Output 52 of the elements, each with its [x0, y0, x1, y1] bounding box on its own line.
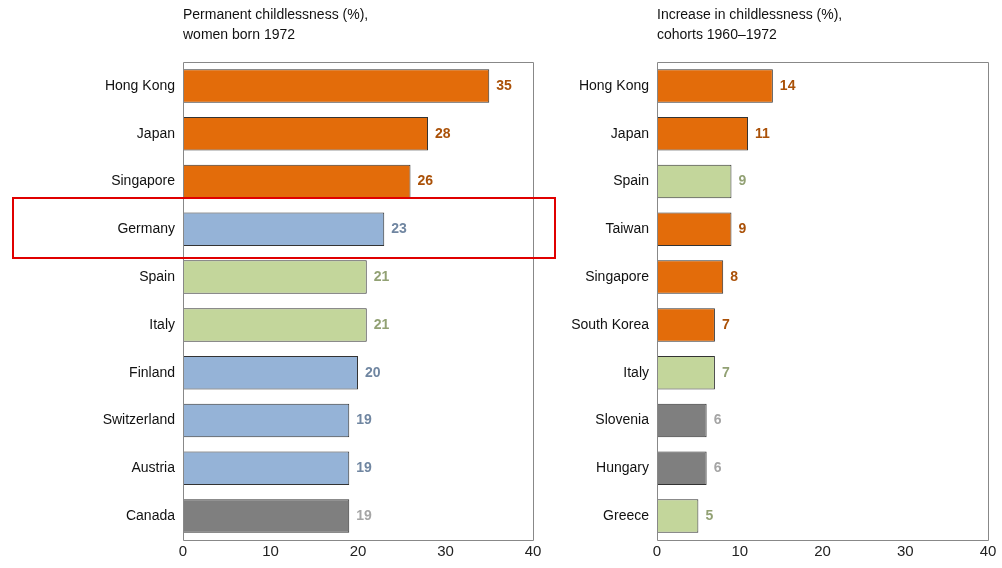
data-label: 21	[373, 315, 390, 332]
x-tick-label: 40	[524, 542, 542, 560]
data-label: 26	[417, 172, 434, 189]
y-tick-label: Switzerland	[102, 411, 175, 428]
data-label: 9	[738, 172, 747, 189]
y-tick-label: Italy	[623, 363, 649, 380]
data-label: 28	[435, 124, 451, 141]
x-tick-label: 30	[437, 542, 454, 560]
data-label: 21	[373, 267, 390, 284]
y-tick-label: Finland	[129, 363, 175, 380]
chart-title: Permanent childlessness (%), women born 1972	[183, 5, 370, 44]
data-label: 6	[713, 411, 722, 428]
x-tick-label: 10	[731, 542, 749, 560]
x-tick-label: 10	[262, 542, 279, 560]
y-tick-label: Spain	[613, 172, 649, 189]
data-label: 20	[365, 363, 381, 380]
y-tick-label: Taiwan	[605, 220, 649, 237]
data-label: 19	[356, 506, 373, 523]
data-label: 14	[779, 76, 796, 93]
y-tick-label: Singapore	[585, 267, 650, 284]
data-label: 9	[738, 220, 747, 237]
y-tick-label: Singapore	[111, 172, 176, 189]
x-tick-label: 0	[652, 542, 662, 560]
x-tick-label: 20	[814, 542, 831, 560]
y-tick-label: Germany	[117, 220, 175, 237]
data-label: 19	[356, 459, 373, 476]
y-tick-label: Slovenia	[595, 411, 650, 428]
chart-title: Increase in childlessness (%), cohorts 1960–1972	[657, 5, 844, 44]
y-tick-label: Hungary	[596, 459, 649, 476]
y-tick-label: Japan	[136, 124, 175, 141]
data-label: 35	[496, 76, 513, 93]
y-tick-label: Spain	[139, 267, 175, 284]
y-tick-label: Hong Kong	[578, 76, 649, 93]
data-label: 7	[721, 315, 730, 332]
x-tick-label: 20	[349, 542, 367, 560]
y-tick-label: Austria	[131, 459, 176, 476]
data-label: 19	[356, 411, 373, 428]
x-tick-label: 0	[178, 542, 188, 560]
data-label: 8	[730, 267, 739, 284]
y-tick-label: Hong Kong	[104, 76, 175, 93]
y-tick-label: Canada	[125, 506, 176, 523]
y-tick-label: Japan	[610, 124, 649, 141]
data-label: 23	[391, 220, 408, 237]
data-label: 11	[755, 124, 771, 141]
data-label: 5	[705, 506, 714, 523]
data-label: 7	[721, 363, 730, 380]
y-tick-label: Italy	[149, 315, 175, 332]
y-tick-label: South Korea	[571, 315, 650, 332]
x-tick-label: 40	[979, 542, 997, 560]
data-label: 6	[713, 459, 722, 476]
y-tick-label: Greece	[603, 506, 650, 523]
x-tick-label: 30	[896, 542, 914, 560]
